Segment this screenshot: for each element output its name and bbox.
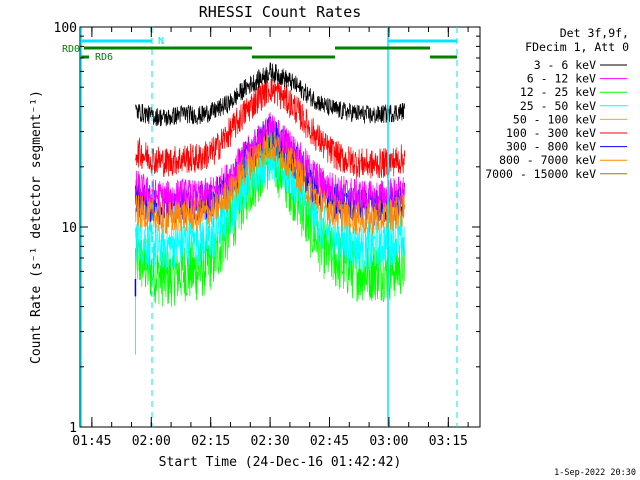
legend-header-1: Det 3f,9f, (560, 26, 629, 40)
legend-label: 7000 - 15000 keV (485, 167, 596, 181)
legend-label: 6 - 12 keV (527, 72, 596, 86)
legend-label: 300 - 800 keV (506, 140, 596, 154)
rd6-label: RD6 (95, 52, 113, 63)
x-tick-label: 02:45 (310, 434, 349, 449)
n-label: N (158, 36, 164, 47)
series-line (135, 133, 406, 271)
x-tick-label: 03:00 (369, 434, 408, 449)
series-line (135, 75, 406, 179)
x-tick-label: 02:00 (132, 434, 171, 449)
legend-label: 12 - 25 keV (520, 85, 596, 99)
overlay-bars (80, 27, 458, 427)
chart-title: RHESSI Count Rates (199, 3, 362, 21)
y-tick-label: 100 (54, 21, 77, 36)
series-line (135, 112, 405, 215)
rd0-label: RD0 (62, 44, 80, 55)
legend-label: 3 - 6 keV (534, 58, 596, 72)
y-tick-label: 1 (69, 421, 77, 436)
series-curves (134, 62, 406, 355)
legend-header-2: FDecim 1, Att 0 (525, 40, 629, 54)
series-line (135, 131, 406, 236)
series-line (135, 62, 406, 127)
legend-label: 25 - 50 keV (520, 99, 596, 113)
x-tick-label: 02:15 (191, 434, 230, 449)
y-axis-label: Count Rate (s⁻¹ detector segment⁻¹) (29, 90, 44, 364)
x-tick-label: 02:30 (251, 434, 290, 449)
y-tick-label: 10 (61, 221, 77, 236)
y-axis: 1 10 100 (54, 21, 480, 436)
legend-label: 800 - 7000 keV (499, 153, 596, 167)
x-tick-label: 01:45 (72, 434, 111, 449)
legend-label: 50 - 100 keV (513, 112, 596, 126)
footer-timestamp: 1-Sep-2022 20:30 (554, 468, 636, 478)
legend-label: 100 - 300 keV (506, 126, 596, 140)
x-axis-label: Start Time (24-Dec-16 01:42:42) (159, 455, 402, 470)
x-tick-label: 03:15 (429, 434, 468, 449)
x-axis: 01:45 02:00 02:15 02:30 02:45 03:00 03:15 (72, 27, 469, 449)
